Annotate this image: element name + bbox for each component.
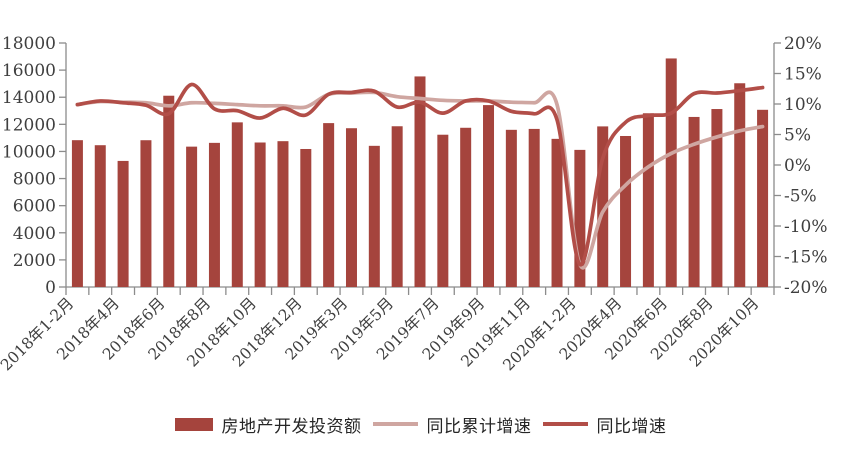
investment-bar: [665, 58, 677, 287]
y-axis-left-tick-label: 18000: [2, 34, 56, 54]
y-axis-right-tick-label: 10%: [784, 95, 822, 115]
investment-bar: [163, 95, 175, 287]
investment-bar: [757, 109, 769, 287]
y-axis-right-tick-label: -5%: [784, 187, 817, 207]
y-axis-left-tick-label: 2000: [13, 251, 56, 271]
investment-bar: [483, 105, 495, 288]
y-axis-left-tick-label: 10000: [2, 142, 56, 162]
investment-bar: [391, 126, 403, 287]
investment-bar: [208, 142, 220, 287]
y-axis-left-tick-label: 16000: [2, 61, 56, 81]
y-axis-left-tick-label: 6000: [13, 197, 56, 217]
y-axis-left-tick-label: 0: [45, 278, 56, 298]
legend-item-cumulative-growth: 同比累计增速: [372, 412, 532, 437]
investment-bar: [711, 109, 723, 287]
investment-bar: [505, 129, 517, 287]
bar-series-swatch: [174, 417, 213, 431]
y-axis-right-tick-label: 5%: [784, 126, 811, 146]
chart-plot-area: 0 2000 4000 6000 8000 10000 12000 14000 16000 180…: [0, 34, 828, 374]
y-axis-left-tick-label: 8000: [13, 170, 56, 190]
legend-label-monthly-growth: 同比增速: [596, 416, 667, 437]
legend-item-investment: 房地产开发投资额: [174, 412, 362, 437]
y-axis-right-tick-label: 0%: [784, 156, 811, 176]
investment-bar: [528, 128, 540, 287]
y-axis-left-tick-label: 4000: [13, 224, 56, 244]
chart-legend: 房地产开发投资额 同比累计增速 同比增速: [0, 408, 841, 440]
investment-bar: [620, 135, 632, 287]
investment-bar: [277, 141, 289, 287]
cumulative-growth-line-swatch: [372, 421, 418, 427]
y-axis-right-tick-label: 20%: [784, 34, 822, 54]
y-axis-right-tick-label: -15%: [784, 248, 828, 268]
investment-bar: [414, 76, 426, 287]
monthly-growth-line: [75, 82, 765, 267]
investment-bar: [71, 140, 83, 287]
y-axis-right-tick-label: 15%: [784, 65, 822, 85]
investment-bar: [551, 138, 563, 287]
y-axis-right-tick-label: -20%: [784, 278, 828, 298]
legend-item-monthly-growth: 同比增速: [542, 412, 667, 437]
y-axis-right-tick-label: -10%: [784, 217, 828, 237]
investment-bar: [597, 126, 609, 288]
investment-bar: [94, 145, 106, 287]
investment-bar: [254, 142, 266, 287]
monthly-growth-line-swatch: [542, 421, 588, 427]
investment-bar: [574, 149, 586, 287]
investment-bar: [345, 128, 357, 287]
investment-bar: [642, 113, 654, 287]
investment-bar: [231, 122, 243, 288]
investment-bar: [688, 116, 700, 287]
investment-bar: [300, 148, 312, 287]
investment-bar: [140, 140, 152, 287]
investment-bar: [323, 123, 335, 287]
investment-bar: [186, 146, 198, 287]
investment-bar: [437, 134, 449, 287]
y-axis-left-tick-label: 12000: [2, 115, 56, 135]
legend-label-cumulative-growth: 同比累计增速: [426, 416, 532, 437]
investment-bar: [460, 127, 472, 287]
investment-bar: [368, 145, 380, 287]
y-axis-left-tick-label: 14000: [2, 88, 56, 108]
investment-bar: [734, 83, 746, 287]
investment-bar: [117, 160, 129, 287]
cumulative-growth-line: [75, 90, 765, 270]
legend-label-investment: 房地产开发投资额: [221, 416, 362, 437]
